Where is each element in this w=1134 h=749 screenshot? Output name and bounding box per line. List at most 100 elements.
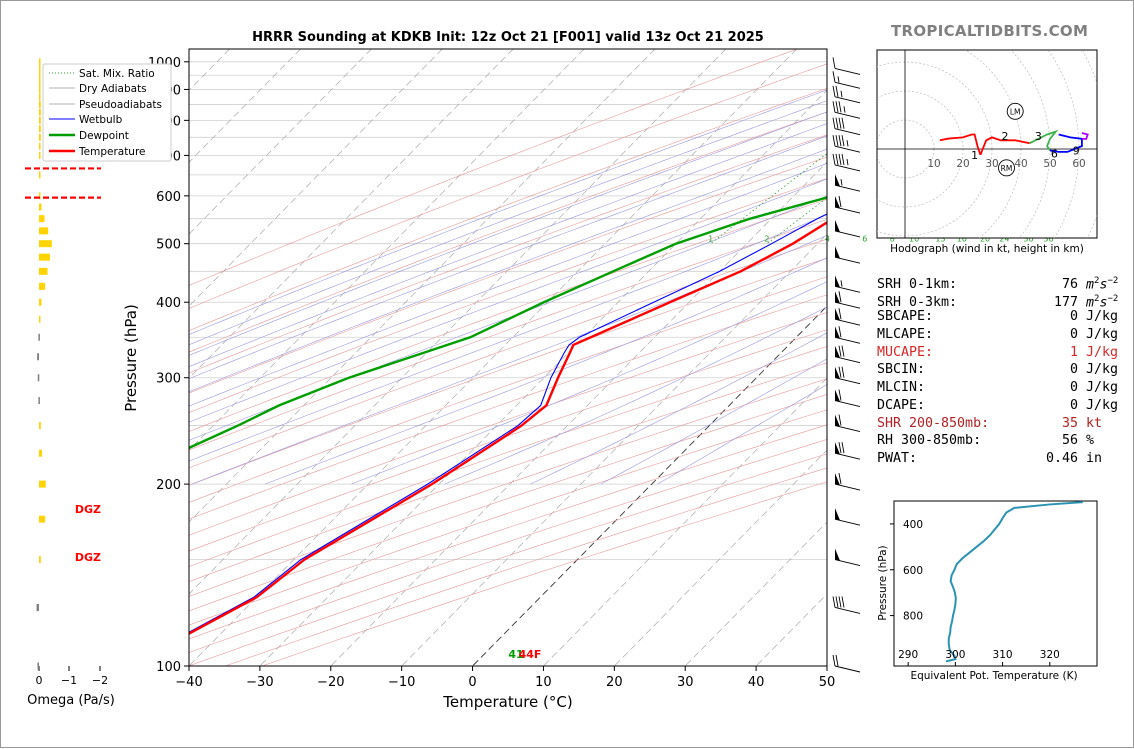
x-tick-label: −30 [246,675,273,690]
y-tick-label: 100 [156,660,181,675]
stat-unit: J/kg [1086,327,1119,343]
omega-bar [39,449,43,457]
barb-full [832,596,836,608]
omega-bar [39,480,46,488]
stat-value: 0 [1069,309,1078,325]
isotherm-line [401,233,827,666]
wind-barbs [832,57,861,673]
stat-row: MLCIN: 0 J/kg [877,379,1118,397]
barb-flag [835,246,840,259]
isotherm-line [189,49,656,523]
stat-row: MLCAPE: 0 J/kg [877,326,1118,344]
wind-barb [834,174,861,192]
dry-adiabat-line [189,409,827,626]
omega-bar [39,71,41,79]
dry-adiabat-line [189,294,827,520]
stat-value: 0.46 [1045,450,1078,466]
pseudoadiabat-line [444,306,827,485]
stat-label: SBCIN: [877,362,926,378]
barb-full [832,101,836,113]
hodograph-segment [1081,132,1089,140]
barb-full [838,345,842,357]
pseudoadiabat-line [189,195,827,441]
wind-barb [832,596,861,614]
dry-adiabat-line [189,346,827,567]
barb-flag [835,548,840,561]
omega-tick-label-1: −1 [61,674,77,687]
x-tick-label: 0 [468,675,476,690]
wind-barb [834,366,861,385]
dry-adiabat-line [189,111,827,353]
barb-shaft [834,518,861,526]
x-tick-label: 20 [606,675,623,690]
omega-bar [39,203,42,211]
wind-barb [834,442,861,460]
dry-adiabat-line [189,219,827,451]
omega-bar [37,662,39,670]
stat-label: DCAPE: [877,397,926,413]
barb-flag [835,508,840,521]
stat-unit: J/kg [1086,397,1119,413]
theta-e-x-tick-label: 300 [945,649,965,661]
wind-barb [834,548,861,567]
hodograph-height-label: 1 [971,149,978,162]
omega-bar [39,133,41,141]
barb-half [840,280,843,287]
dry-adiabat-line [189,378,827,597]
omega-bar [38,333,40,341]
pseudoadiabat-line [189,111,827,356]
pseudoadiabat-line [189,178,827,423]
barb-half [840,179,843,186]
stat-value: 76 [1061,277,1078,293]
wind-barb [832,71,861,89]
barb-full [832,654,836,667]
barb-shaft [834,559,861,567]
omega-bar [39,85,41,93]
barb-shaft [834,164,861,172]
barb-full [835,135,839,147]
wind-barb [832,101,861,119]
y-tick-label: 200 [156,478,181,493]
barb-full [841,366,845,378]
x-tick-label: −20 [317,675,344,690]
stat-unit: J/kg [1086,344,1119,360]
theta-e-y-tick-label: 600 [903,565,923,577]
dry-adiabat-line [189,178,827,413]
legend-label-pseudoadiabats: Pseudoadiabats [79,99,162,111]
omega-bar [39,64,41,72]
hodograph-marker [998,159,1015,177]
skewt-frame [188,48,828,667]
barb-full [832,153,836,166]
x-tick-label: 40 [748,675,765,690]
theta-e-x-tick-label: 310 [993,649,1013,661]
barb-full [835,596,839,608]
x-tick-label: 10 [535,675,552,690]
stats-table: SRH 0-1km: 76 m2s−2 SRH 0-3km: 177 m2s−2 SBCAP… [877,273,1118,468]
isotherm-line [259,89,827,666]
barb-full [838,195,842,208]
legend-label-dewpoint: Dewpoint [79,130,129,142]
mixing-ratio-label: 1 [708,235,713,244]
hodograph-labels: 10 20 30 40 50 60 1 2 36 9 LM RM [927,102,1086,177]
omega-bar [39,78,41,86]
stat-value: 177 [1053,295,1078,311]
barb-full [838,101,842,113]
barb-full [835,101,839,113]
wind-barb [834,219,861,238]
stat-row: RH 300-850mb: 56% [877,432,1118,450]
dry-adiabat-line [189,198,827,432]
omega-bar [39,100,41,108]
omega-panel: 0 −1 −2 Omega (Pa/s) DGZ DGZ [27,503,115,708]
legend: Sat. Mix. Ratio Dry Adiabats Pseudoadiab… [42,63,172,162]
isotherm-line [189,49,727,595]
omega-bar [39,298,42,306]
wind-barb [832,117,861,136]
dry-adiabat-line [189,49,798,286]
hodograph-marker-label: RM [1001,164,1013,173]
barb-full [841,596,845,608]
hodograph-tick-label: 40 [1014,158,1027,170]
pseudoadiabat-line [189,214,827,462]
barb-full [841,153,845,166]
dry-adiabat-line [189,257,827,486]
surface-dewpoint-label: 41 [508,648,523,661]
